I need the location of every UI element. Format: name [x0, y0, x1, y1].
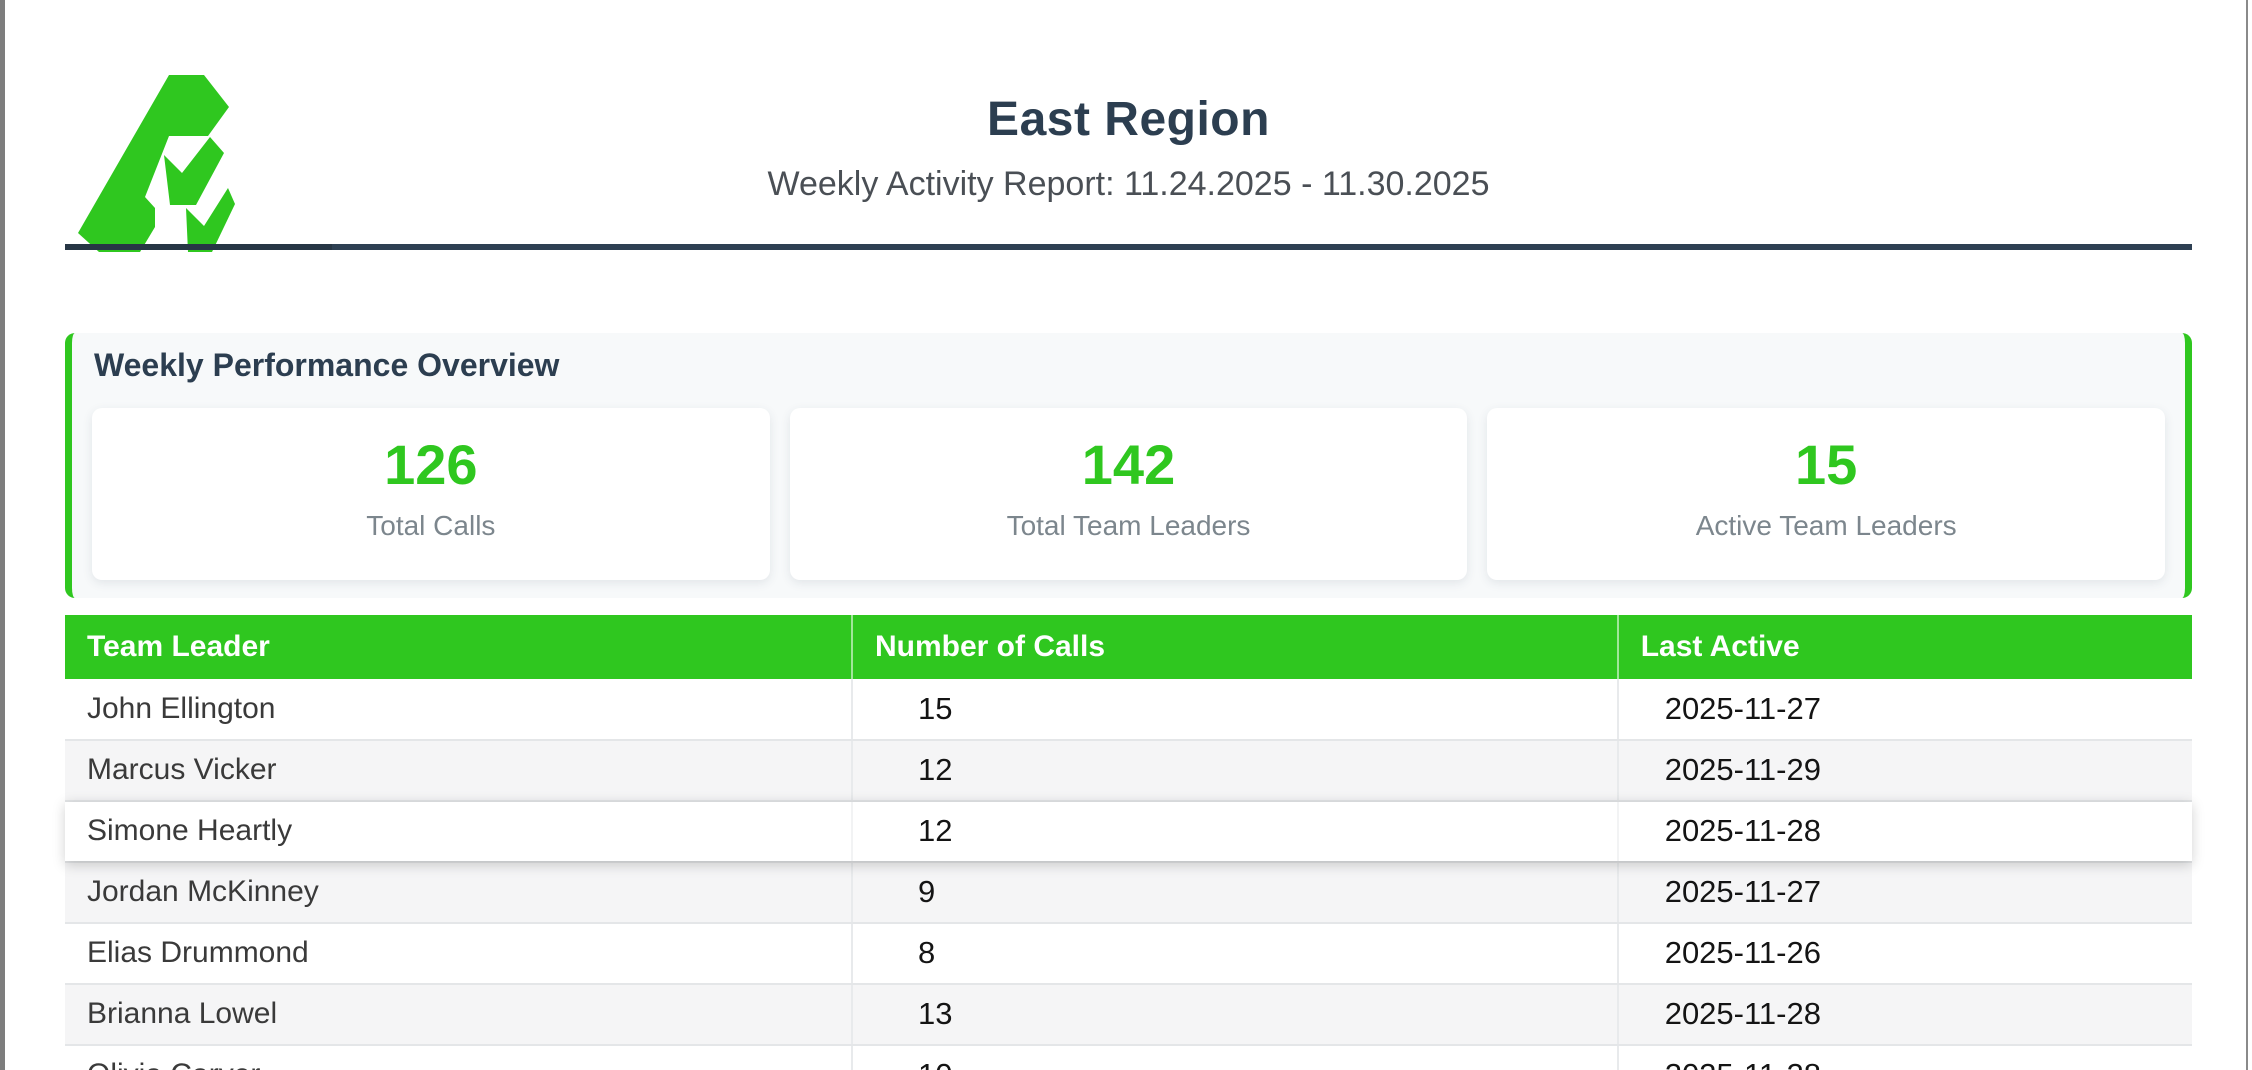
header-divider	[65, 244, 2192, 250]
weekly-performance-section: Weekly Performance Overview 126 Total Ca…	[65, 333, 2192, 598]
team-leader-name: Elias Drummond	[65, 922, 853, 985]
title-block: East Region Weekly Activity Report: 11.2…	[65, 67, 2192, 204]
section-heading: Weekly Performance Overview	[94, 347, 560, 383]
team-leader-name: Brianna Lowel	[65, 983, 853, 1046]
table-row[interactable]: John Ellington 15 2025-11-27	[65, 678, 2192, 741]
column-header-last-active: Last Active	[1617, 614, 2192, 679]
table-header-row: Team Leader Number of Calls Last Active	[65, 614, 2192, 679]
window-edge-left	[0, 0, 5, 1070]
stat-value: 126	[384, 433, 478, 496]
team-leader-name: Jordan McKinney	[65, 861, 853, 924]
stat-card-row: 126 Total Calls 142 Total Team Leaders 1…	[92, 408, 2166, 580]
last-active-value: 2025-11-28	[1617, 1044, 2192, 1070]
number-of-calls-value: 9	[851, 861, 1619, 924]
table-row[interactable]: Simone Heartly 12 2025-11-28	[65, 800, 2192, 863]
team-leader-name: Simone Heartly	[65, 800, 853, 863]
last-active-value: 2025-11-27	[1617, 861, 2192, 924]
number-of-calls-value: 15	[851, 678, 1619, 741]
table-row[interactable]: Jordan McKinney 9 2025-11-27	[65, 861, 2192, 924]
number-of-calls-value: 10	[851, 1044, 1619, 1070]
page-subtitle: Weekly Activity Report: 11.24.2025 - 11.…	[767, 165, 1490, 203]
last-active-value: 2025-11-28	[1617, 800, 2192, 863]
column-header-team-leader: Team Leader	[65, 614, 853, 679]
number-of-calls-value: 12	[851, 739, 1619, 802]
report-page: East Region Weekly Activity Report: 11.2…	[65, 0, 2192, 1070]
column-header-number-of-calls: Number of Calls	[851, 614, 1619, 679]
stat-value: 142	[1081, 433, 1176, 496]
last-active-value: 2025-11-28	[1617, 983, 2192, 1046]
last-active-value: 2025-11-27	[1617, 678, 2192, 741]
stat-label: Total Calls	[366, 509, 496, 541]
report-header: East Region Weekly Activity Report: 11.2…	[65, 0, 2192, 296]
header-divider-segment	[65, 244, 332, 250]
number-of-calls-value: 13	[851, 983, 1619, 1046]
team-leader-name: John Ellington	[65, 678, 853, 741]
window-edge-right	[2246, 0, 2248, 1070]
table-row[interactable]: Marcus Vicker 12 2025-11-29	[65, 739, 2192, 802]
stat-value: 15	[1795, 433, 1858, 496]
stat-label: Total Team Leaders	[1006, 509, 1251, 541]
stat-card-total-team-leaders: 142 Total Team Leaders	[789, 408, 1468, 580]
page-title: East Region	[987, 93, 1270, 146]
stat-card-active-team-leaders: 15 Active Team Leaders	[1487, 408, 2166, 580]
stat-card-total-calls: 126 Total Calls	[92, 408, 770, 580]
last-active-value: 2025-11-29	[1617, 739, 2192, 802]
team-leader-name: Marcus Vicker	[65, 739, 853, 802]
number-of-calls-value: 8	[851, 922, 1619, 985]
team-leader-table: Team Leader Number of Calls Last Active …	[65, 614, 2192, 1070]
number-of-calls-value: 12	[851, 800, 1619, 863]
company-logo-icon	[78, 75, 235, 252]
team-leader-name: Olivia Carver	[65, 1044, 853, 1070]
table-row[interactable]: Brianna Lowel 13 2025-11-28	[65, 983, 2192, 1046]
table-row[interactable]: Elias Drummond 8 2025-11-26	[65, 922, 2192, 985]
stat-label: Active Team Leaders	[1695, 509, 1957, 541]
last-active-value: 2025-11-26	[1617, 922, 2192, 985]
table-row[interactable]: Olivia Carver 10 2025-11-28	[65, 1044, 2192, 1070]
